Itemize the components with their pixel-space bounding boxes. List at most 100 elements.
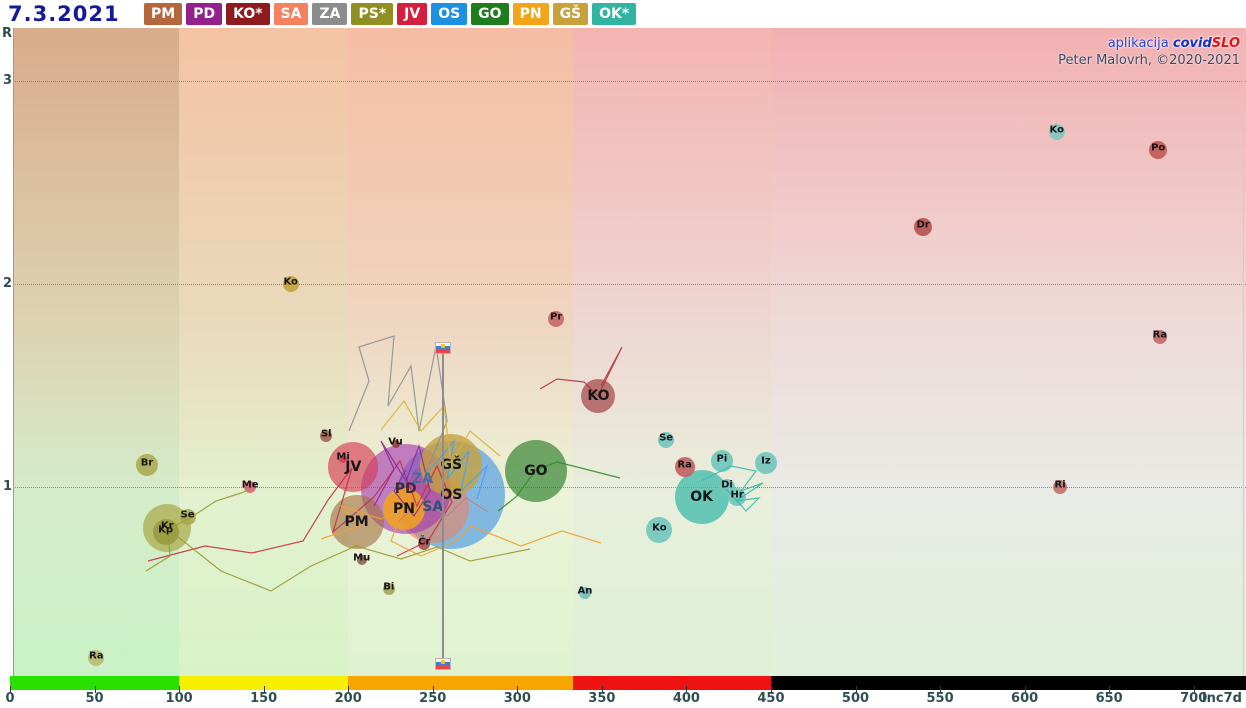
x-tick-label-200: 200 (334, 691, 362, 706)
ok-trail (700, 465, 764, 512)
gridline-r1 (13, 487, 1246, 488)
gridline-r3 (13, 81, 1246, 82)
municipality-dot-marker-an[interactable] (578, 586, 591, 599)
x-tick-label-400: 400 (672, 691, 700, 706)
legend-button-ps[interactable]: PS* (351, 3, 394, 25)
municipality-dot-label-vu: Vu (388, 436, 403, 448)
municipality-dot-marker-vu[interactable] (391, 440, 400, 449)
municipality-dot-label-sl: Sl (320, 428, 332, 440)
municipality-dot-marker-dr[interactable] (914, 218, 933, 237)
municipality-dot-marker-ra[interactable] (88, 649, 105, 666)
municipality-dot-marker-ri[interactable] (1053, 480, 1068, 494)
header-bar: 7.3.2021 PM PD KO* SA ZA PS* JV OS GO PN GŠ OK* (0, 0, 1246, 28)
bubble-chart-plot: R 1 2 3 OS ZA SA PD GŠ PM JV PN GO KO OK Sl Mi Vu Čr Mu Bi M… (0, 26, 1246, 676)
legend-button-ko[interactable]: KO* (226, 3, 270, 25)
x-tick-label-250: 250 (419, 691, 447, 706)
municipality-dot-label-ri: Ri (1054, 479, 1066, 491)
municipality-dot-marker-iz[interactable] (754, 451, 777, 474)
municipality-dot-marker-kp[interactable] (152, 518, 179, 545)
municipality-dot-marker-po[interactable] (1149, 141, 1168, 160)
municipality-dot-label-se: Se (659, 432, 674, 444)
legend-button-pd[interactable]: PD (186, 3, 223, 25)
municipality-dot-marker-mi[interactable] (339, 454, 348, 463)
x-tick-label-700: 700 (1180, 691, 1208, 706)
region-bubble-label-pm: PM (344, 513, 369, 530)
region-bubble-marker-ok[interactable] (674, 470, 729, 525)
region-bubble-label-jv: JV (345, 458, 362, 475)
municipality-dot-marker-hr[interactable] (728, 488, 747, 507)
municipality-dot-marker-br[interactable] (135, 453, 158, 476)
gs-trail (380, 399, 501, 466)
municipality-dot-label-pr: Pr (550, 311, 563, 322)
region-bubble-label-pn: PN (393, 501, 415, 518)
legend-button-sa[interactable]: SA (273, 3, 309, 25)
gridline-r2 (13, 284, 1246, 285)
x-tick-label-450: 450 (757, 691, 785, 706)
go-trail (497, 461, 621, 512)
municipality-dot-label-iz: Iz (761, 455, 771, 467)
municipality-dot-label-po: Po (1151, 142, 1166, 154)
x-tick-label-50: 50 (85, 691, 104, 706)
x-tick-label-500: 500 (841, 691, 870, 706)
x-tick-250 (432, 686, 434, 693)
legend-button-go[interactable]: GO (471, 3, 509, 25)
legend-button-za[interactable]: ZA (312, 3, 348, 25)
municipality-dot-marker-ra[interactable] (674, 456, 695, 477)
author-copyright: Peter Malovrh, ©2020-2021 (1058, 53, 1240, 68)
y-tick-label-2: 2 (2, 276, 12, 291)
municipality-dot-label-br: Br (140, 457, 154, 469)
x-tick-label-100: 100 (165, 691, 193, 706)
legend-button-jv[interactable]: JV (397, 3, 428, 25)
legend-button-pn[interactable]: PN (512, 3, 549, 25)
region-bubble-marker-jv[interactable] (328, 441, 379, 492)
x-tick-label-150: 150 (250, 691, 278, 706)
x-tick-600 (1024, 686, 1026, 693)
y-tick-label-3: 3 (2, 73, 12, 88)
municipality-dot-marker-ko[interactable] (282, 276, 299, 292)
x-tick-50 (94, 686, 96, 693)
risk-band-333 (573, 28, 771, 676)
x-tick-350 (601, 686, 603, 693)
municipality-dot-label-ra: Ra (677, 459, 692, 471)
municipality-dot-marker-pi[interactable] (710, 449, 733, 472)
municipality-dot-label-bi: Bi (383, 581, 395, 592)
municipality-dot-marker-ko[interactable] (646, 516, 673, 543)
slovenia-flag-icon (434, 342, 451, 354)
region-bubble-label-gš: GŠ (440, 456, 463, 473)
region-bubble-label-sa: SA (422, 499, 444, 516)
region-bubble-label-os: OS (440, 487, 463, 504)
municipality-dot-label-ra: Ra (1152, 329, 1168, 341)
municipality-dot-label-ra: Ra (89, 650, 104, 662)
x-tick-450 (770, 686, 772, 693)
brand-slo: SLO (1211, 36, 1240, 51)
legend-button-gš[interactable]: GŠ (552, 3, 589, 25)
municipality-dot-marker-bi[interactable] (382, 582, 395, 595)
municipality-dot-label-mu: Mu (353, 552, 371, 564)
risk-band-200 (348, 28, 574, 676)
x-tick-200 (348, 686, 350, 693)
x-tick-550 (940, 686, 942, 693)
legend-button-pm[interactable]: PM (144, 3, 183, 25)
region-legend: PM PD KO* SA ZA PS* JV OS GO PN GŠ OK* (144, 3, 637, 25)
legend-button-os[interactable]: OS (431, 3, 468, 25)
sa-trail (397, 497, 489, 523)
region-bubble-marker-pm[interactable] (329, 494, 384, 549)
municipality-dot-label-čr: Čr (418, 536, 431, 548)
pn-trail (320, 504, 602, 557)
municipality-dot-label-ko: Ko (283, 276, 298, 288)
x-tick-label-0: 0 (5, 691, 15, 706)
municipality-dot-label-ko: Ko (1049, 124, 1064, 136)
os-trail (428, 438, 489, 500)
plot-right-border (1243, 28, 1244, 676)
municipality-dot-marker-pr[interactable] (548, 310, 565, 327)
municipality-dot-marker-se[interactable] (658, 432, 675, 449)
legend-button-ok[interactable]: OK* (592, 3, 637, 25)
municipality-dot-marker-sl[interactable] (320, 430, 333, 443)
municipality-dot-marker-ko[interactable] (1048, 123, 1065, 140)
x-tick-label-300: 300 (503, 691, 531, 706)
municipality-dot-marker-mu[interactable] (356, 555, 367, 566)
municipality-dot-marker-ra[interactable] (1152, 329, 1167, 344)
x-tick-label-550: 550 (926, 691, 954, 706)
x-tick-650 (1109, 686, 1111, 693)
municipality-dot-label-ko: Ko (652, 522, 667, 534)
